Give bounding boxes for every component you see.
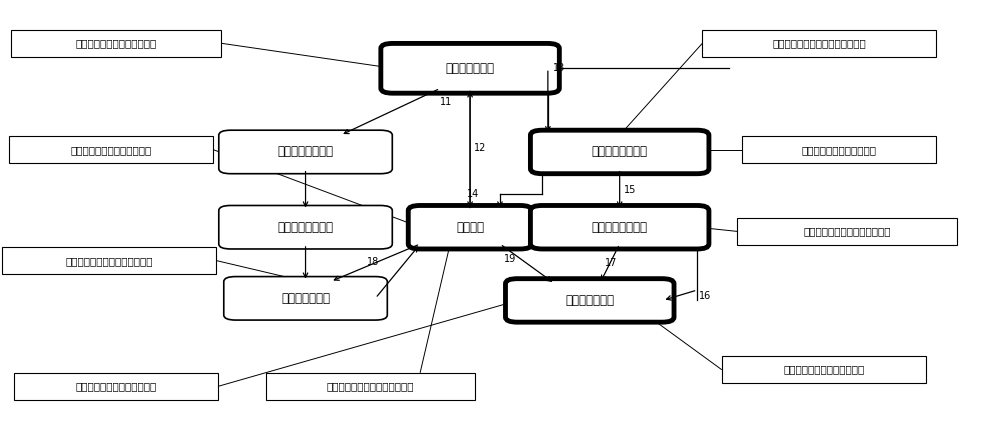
Bar xyxy=(2,247,216,274)
Text: 呼叫初始化状态: 呼叫初始化状态 xyxy=(446,62,495,75)
Text: 19: 19 xyxy=(504,253,516,264)
FancyBboxPatch shape xyxy=(219,205,392,249)
Text: 从呼叫初始化状态到呼叫尝试状态: 从呼叫初始化状态到呼叫尝试状态 xyxy=(772,38,866,48)
Bar xyxy=(266,373,475,400)
Text: 14: 14 xyxy=(467,189,479,199)
Text: 从呼叫尝试状态到空闭状态: 从呼叫尝试状态到空闭状态 xyxy=(802,145,877,155)
Text: 11: 11 xyxy=(440,97,452,107)
Bar xyxy=(742,136,936,163)
Bar xyxy=(702,29,936,57)
Text: 从呼叫建立状态到呼叫中状态: 从呼叫建立状态到呼叫中状态 xyxy=(783,365,865,374)
FancyBboxPatch shape xyxy=(408,205,532,249)
Text: 13: 13 xyxy=(553,63,565,73)
Text: 从语音呼叫中状态回到空闲状态: 从语音呼叫中状态回到空闲状态 xyxy=(65,256,153,266)
Text: 从呼叫建立状态到呼叫中状态: 从呼叫建立状态到呼叫中状态 xyxy=(75,381,157,391)
Bar xyxy=(9,136,213,163)
Text: 15: 15 xyxy=(624,184,636,195)
Text: 16: 16 xyxy=(699,291,712,301)
Text: 语音呼叫中状态: 语音呼叫中状态 xyxy=(565,294,614,307)
FancyBboxPatch shape xyxy=(224,277,387,320)
Text: 语音呼叫建立状态: 语音呼叫建立状态 xyxy=(592,221,648,234)
Text: 从呼叫尝试状态到呼叫建立状态: 从呼叫尝试状态到呼叫建立状态 xyxy=(803,226,891,237)
Text: 从呼叫初始化状态到空闲状态: 从呼叫初始化状态到空闲状态 xyxy=(70,145,152,155)
Text: 视频呼叫尝试状态: 视频呼叫尝试状态 xyxy=(278,145,334,158)
Bar xyxy=(14,373,218,400)
Bar xyxy=(737,218,957,245)
Bar xyxy=(11,29,221,57)
FancyBboxPatch shape xyxy=(530,130,709,174)
Text: 语音呼叫尝试状态: 语音呼叫尝试状态 xyxy=(592,145,648,158)
Text: 17: 17 xyxy=(605,258,617,268)
FancyBboxPatch shape xyxy=(530,205,709,249)
Text: 18: 18 xyxy=(367,256,380,266)
Text: 空闲状态: 空闲状态 xyxy=(456,221,484,234)
Text: 视频呼叫建立状态: 视频呼叫建立状态 xyxy=(278,221,334,234)
Text: 12: 12 xyxy=(474,143,486,153)
Bar xyxy=(722,356,926,383)
FancyBboxPatch shape xyxy=(219,130,392,174)
FancyBboxPatch shape xyxy=(381,43,559,93)
Text: 从呼叫建立状态回到空闭状态：: 从呼叫建立状态回到空闭状态： xyxy=(327,381,414,391)
FancyBboxPatch shape xyxy=(505,279,674,322)
Text: 从空闲状态到呼叫初始化状态: 从空闲状态到呼叫初始化状态 xyxy=(75,38,157,48)
Text: 视频呼叫中状态: 视频呼叫中状态 xyxy=(281,292,330,305)
